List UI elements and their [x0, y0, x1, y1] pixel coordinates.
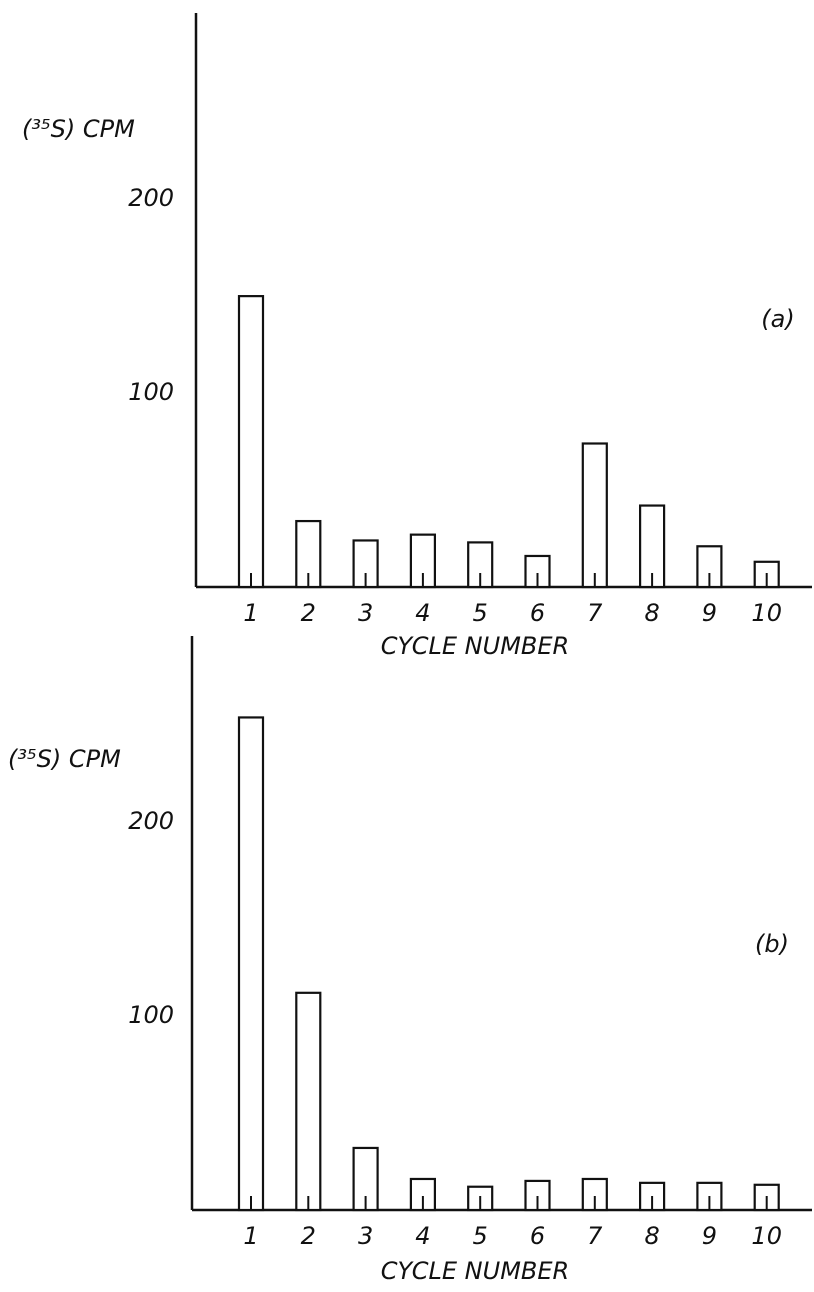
y-axis-label: (³⁵S) CPM: [22, 115, 135, 143]
y-tick-label: 200: [128, 807, 174, 835]
x-tick-label: 9: [702, 1222, 717, 1250]
x-tick-label: 7: [587, 599, 603, 627]
annotation: (a): [761, 305, 794, 333]
x-tick-label: 10: [751, 1222, 782, 1250]
x-tick-label: 10: [751, 599, 782, 627]
y-tick-label: 200: [128, 184, 174, 212]
bar: [237, 295, 265, 589]
x-axis-label: CYCLE NUMBER: [381, 632, 569, 660]
x-tick-label: 9: [702, 599, 717, 627]
bar: [237, 716, 265, 1212]
x-tick-label: 8: [644, 1222, 659, 1250]
x-tick-label: 2: [301, 1222, 316, 1250]
bar: [581, 442, 608, 589]
y-tick-label: 100: [128, 1001, 174, 1029]
x-tick-label: 1: [243, 1222, 258, 1250]
x-tick-label: 3: [358, 599, 373, 627]
x-axis-label: CYCLE NUMBER: [381, 1257, 569, 1285]
x-tick-label: 1: [243, 599, 258, 627]
x-tick-label: 4: [415, 1222, 430, 1250]
bar: [295, 991, 322, 1212]
y-tick-label: 100: [128, 378, 174, 406]
x-tick-label: 2: [301, 599, 316, 627]
x-tick-label: 7: [587, 1222, 603, 1250]
x-tick-label: 6: [530, 599, 545, 627]
x-tick-label: 4: [415, 599, 430, 627]
annotation: (b): [755, 930, 789, 958]
y-axis-label: (³⁵S) CPM: [8, 745, 121, 773]
x-tick-label: 8: [644, 599, 659, 627]
x-tick-label: 6: [530, 1222, 545, 1250]
x-tick-label: 5: [473, 599, 488, 627]
x-tick-label: 5: [473, 1222, 488, 1250]
x-tick-label: 3: [358, 1222, 373, 1250]
